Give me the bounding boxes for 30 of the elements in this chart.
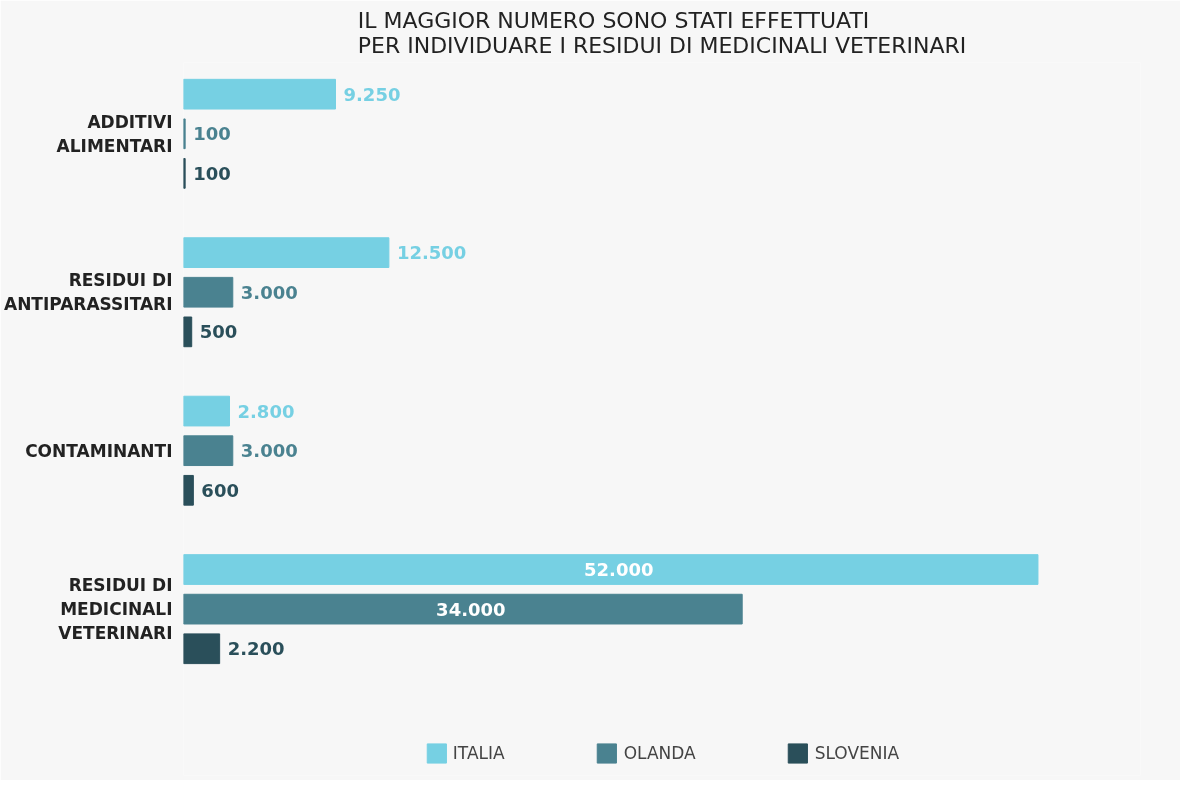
data-label: 52.000 [584,559,654,581]
data-label: 100 [193,162,231,184]
data-label: 3.000 [240,281,298,303]
data-label: 3.000 [240,440,298,462]
y-tick-label: CONTAMINANTI [25,440,173,461]
data-label: 34.000 [436,598,506,620]
legend-label: SLOVENIA [814,743,900,763]
y-tick-label: ADDITIVI ALIMENTARI [56,111,173,156]
y-tick-label: RESIDUI DI ANTIPARASSITARI [3,270,173,315]
bar [183,633,221,665]
bar [183,554,1039,585]
data-label: 600 [201,479,239,501]
legend-label: ITALIA [452,743,505,763]
chart-title: IL MAGGIOR NUMERO SONO STATI EFFETTUATI PER INDIVIDUARE I RESIDUI DI MEDICINALI VETERINARI [357,7,967,58]
data-label: 500 [199,321,238,343]
data-label: 2.200 [227,638,285,660]
bar [183,78,336,110]
legend-label: OLANDA [623,743,696,763]
bar [183,593,743,625]
bar [183,435,234,467]
data-label: 12.500 [396,242,467,264]
bar [183,395,231,427]
bar [183,237,390,268]
data-label: 9.250 [343,83,401,105]
bar [183,276,234,308]
bar [183,316,193,348]
y-tick-label: RESIDUI DI MEDICINALI VETERINARI [58,575,173,644]
data-label: 2.800 [237,400,295,422]
bar [183,474,194,506]
data-label: 100 [193,123,231,145]
